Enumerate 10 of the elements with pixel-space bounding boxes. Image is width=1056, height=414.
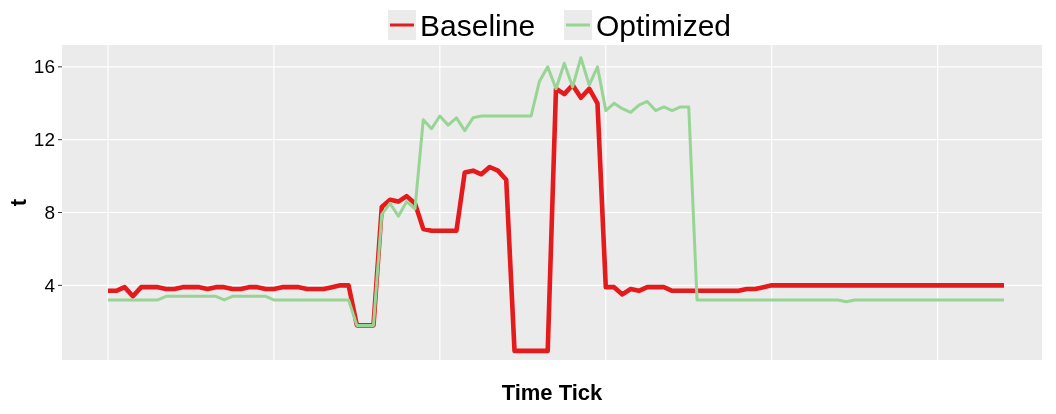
legend-label: Optimized [596, 8, 732, 42]
y-axis-title: t [6, 198, 31, 207]
x-axis-title: Time Tick [501, 380, 604, 405]
y-tick-label: 4 [44, 275, 56, 296]
y-tick-label: 16 [33, 56, 55, 78]
line-series [105, 82, 1007, 354]
y-tick-label: 8 [44, 202, 55, 224]
y-tick-label: 12 [33, 129, 55, 151]
line-series [106, 56, 1006, 327]
legend-label: Baseline [420, 8, 536, 42]
